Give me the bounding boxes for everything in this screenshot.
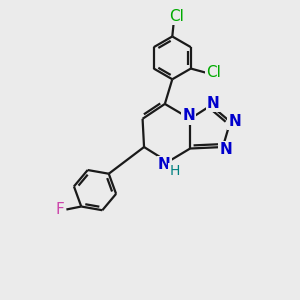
Text: H: H [169,164,180,178]
Text: Cl: Cl [206,65,221,80]
Text: N: N [207,95,220,110]
Text: F: F [56,202,64,217]
Text: N: N [158,157,171,172]
Text: Cl: Cl [169,9,184,24]
Text: N: N [182,108,195,123]
Text: N: N [228,114,241,129]
Text: N: N [219,142,232,157]
